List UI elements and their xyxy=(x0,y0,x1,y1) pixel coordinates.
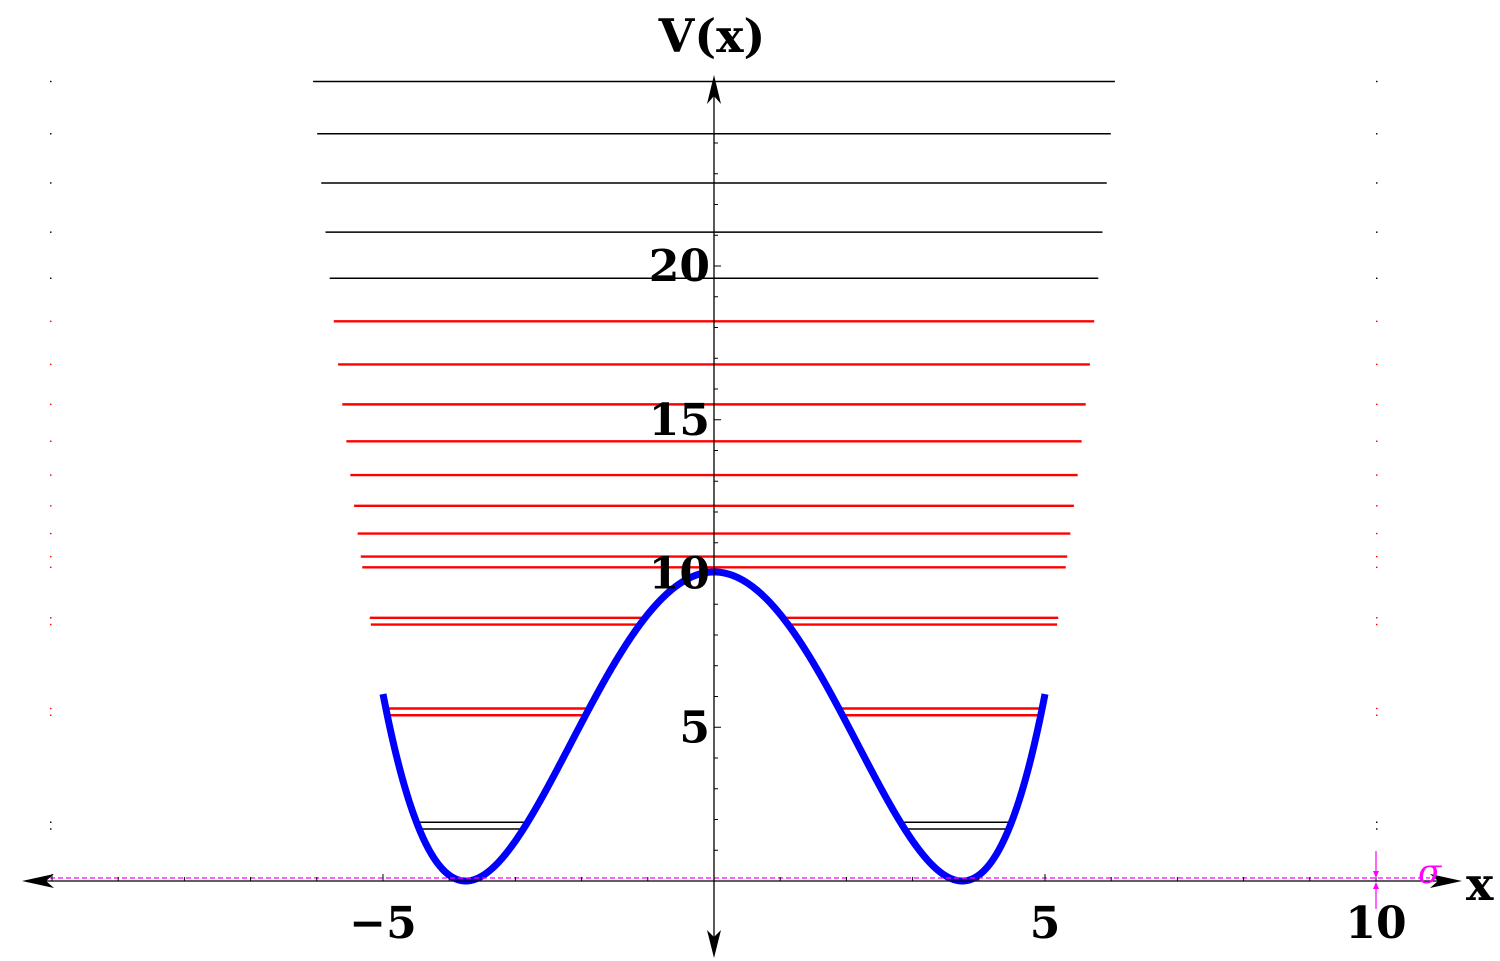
y-tick-labels: 5 10 15 20 xyxy=(649,241,710,753)
margin-dots xyxy=(50,80,1378,830)
x-minor-ticks xyxy=(51,874,1377,881)
y-tick-label: 5 xyxy=(679,702,710,753)
x-axis-arrow-left xyxy=(22,874,54,888)
sigma-arrowhead-top xyxy=(1373,871,1379,878)
y-tick-label: 10 xyxy=(649,549,710,600)
y-axis-arrow-bottom xyxy=(707,930,721,958)
x-axis-label: x xyxy=(1466,857,1494,911)
y-tick-label: 20 xyxy=(649,241,710,292)
x-tick-labels: −5 5 10 xyxy=(349,898,1406,949)
sigma-marker: σ xyxy=(1373,851,1442,909)
sigma-arrowhead-bottom xyxy=(1373,882,1379,889)
y-tick-label: 15 xyxy=(649,395,710,446)
x-tick-label: −5 xyxy=(349,898,416,949)
y-axis-arrow-top xyxy=(707,75,721,104)
x-axis-arrow-right xyxy=(1430,874,1462,888)
y-minor-ticks xyxy=(714,142,721,851)
x-tick-label: 5 xyxy=(1030,898,1061,949)
sigma-label: σ xyxy=(1418,852,1442,892)
y-axis-label: V(x) xyxy=(658,9,766,63)
